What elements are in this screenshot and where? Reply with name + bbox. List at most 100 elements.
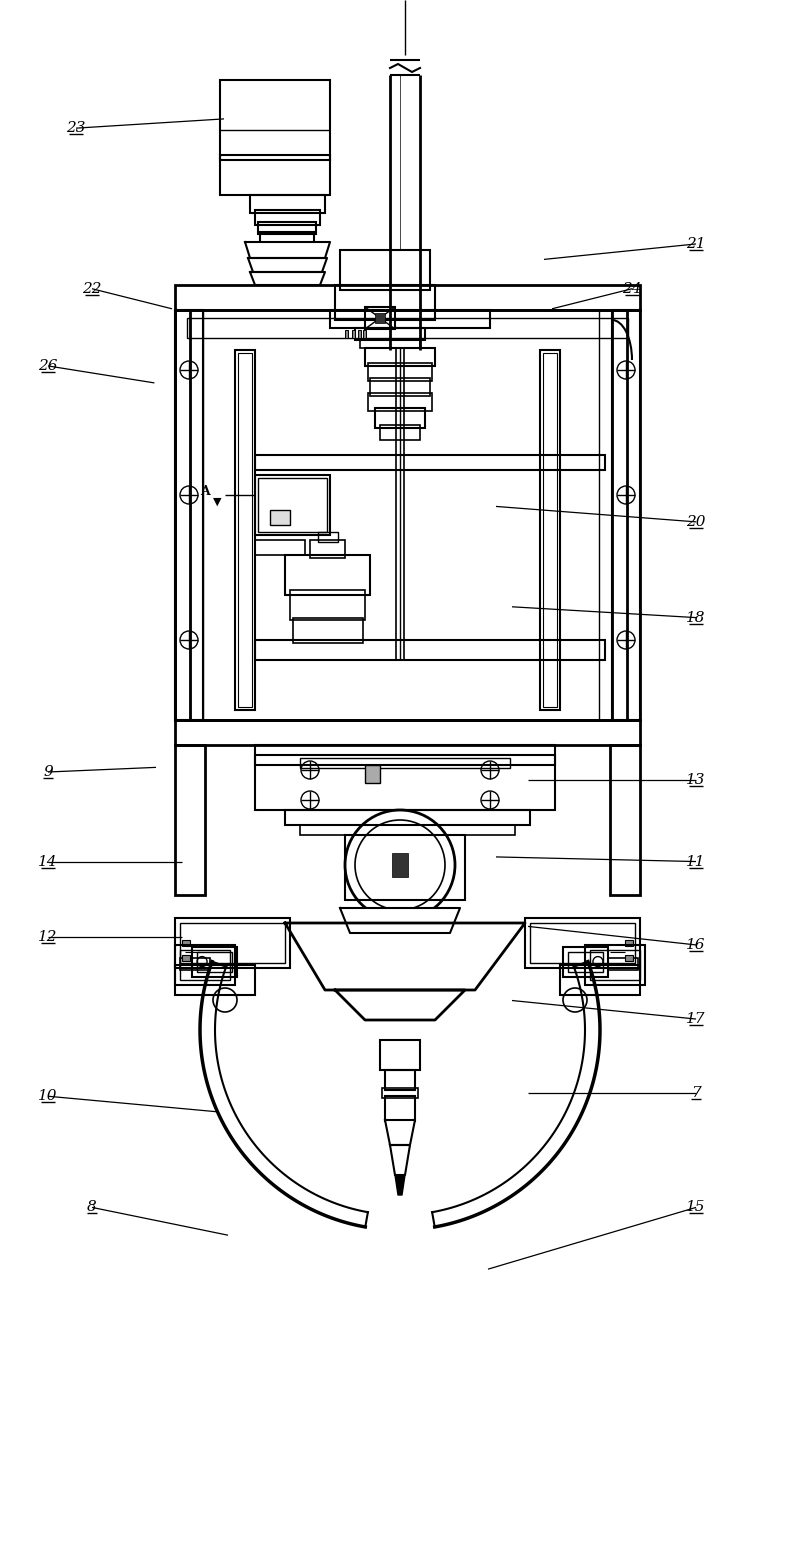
- Bar: [525, 919, 640, 968]
- Bar: [560, 965, 640, 994]
- Bar: [255, 476, 330, 536]
- Bar: [345, 330, 348, 338]
- Bar: [368, 394, 432, 411]
- Text: A: A: [200, 485, 210, 499]
- Bar: [365, 347, 435, 366]
- Bar: [175, 965, 255, 994]
- Bar: [392, 852, 408, 877]
- Bar: [255, 455, 605, 469]
- Bar: [335, 286, 435, 320]
- Bar: [220, 154, 330, 195]
- Text: 23: 23: [66, 120, 86, 136]
- Bar: [610, 746, 640, 896]
- Polygon shape: [395, 1175, 405, 1195]
- Bar: [358, 330, 361, 338]
- Bar: [175, 919, 290, 968]
- Bar: [238, 354, 252, 707]
- Bar: [192, 946, 237, 977]
- Bar: [235, 350, 255, 710]
- Bar: [175, 945, 235, 985]
- Bar: [382, 1089, 418, 1098]
- Polygon shape: [250, 272, 325, 286]
- Bar: [175, 746, 205, 896]
- Bar: [340, 250, 430, 290]
- Bar: [300, 824, 515, 835]
- Bar: [180, 950, 230, 980]
- Text: 20: 20: [686, 514, 706, 530]
- Polygon shape: [340, 908, 460, 933]
- Bar: [355, 327, 425, 340]
- Bar: [290, 590, 365, 621]
- Text: 12: 12: [38, 929, 58, 945]
- Bar: [368, 363, 432, 381]
- Bar: [612, 310, 640, 720]
- Bar: [255, 641, 605, 659]
- Bar: [175, 286, 640, 310]
- Bar: [365, 307, 395, 329]
- Text: 9: 9: [43, 764, 53, 780]
- Bar: [180, 957, 210, 970]
- Bar: [175, 720, 640, 746]
- Bar: [255, 540, 305, 554]
- Text: 13: 13: [686, 772, 706, 787]
- Bar: [182, 940, 190, 946]
- Polygon shape: [390, 1146, 410, 1175]
- Text: 8: 8: [87, 1200, 97, 1215]
- Bar: [187, 318, 628, 338]
- Text: 24: 24: [622, 281, 642, 296]
- Bar: [360, 340, 420, 347]
- Bar: [190, 310, 203, 720]
- Bar: [300, 758, 510, 767]
- Bar: [363, 330, 366, 338]
- Text: ▼: ▼: [213, 497, 222, 506]
- Bar: [258, 222, 316, 235]
- Bar: [260, 232, 314, 244]
- Text: 11: 11: [686, 854, 706, 869]
- Text: 21: 21: [686, 236, 706, 252]
- Bar: [530, 923, 635, 963]
- Bar: [563, 946, 608, 977]
- Polygon shape: [285, 923, 525, 990]
- Bar: [182, 956, 190, 960]
- Bar: [590, 950, 640, 980]
- Bar: [380, 425, 420, 440]
- Bar: [258, 479, 327, 533]
- Bar: [608, 957, 638, 970]
- Bar: [612, 310, 627, 720]
- Bar: [250, 195, 325, 213]
- Bar: [385, 1096, 415, 1121]
- Bar: [625, 956, 633, 960]
- Bar: [197, 951, 232, 971]
- Bar: [543, 354, 557, 707]
- Bar: [352, 330, 355, 338]
- Bar: [375, 408, 425, 428]
- Bar: [255, 746, 555, 764]
- Bar: [380, 1041, 420, 1070]
- Text: 17: 17: [686, 1011, 706, 1027]
- Bar: [270, 510, 290, 525]
- Bar: [175, 310, 190, 720]
- Polygon shape: [248, 258, 327, 272]
- Text: 16: 16: [686, 937, 706, 953]
- Bar: [375, 313, 385, 323]
- Bar: [285, 811, 530, 824]
- Bar: [310, 540, 345, 557]
- Polygon shape: [335, 990, 465, 1021]
- Bar: [540, 350, 560, 710]
- Bar: [180, 923, 285, 963]
- Text: 14: 14: [38, 854, 58, 869]
- Bar: [175, 310, 640, 720]
- Bar: [255, 210, 320, 225]
- Bar: [385, 1070, 415, 1090]
- Bar: [175, 310, 203, 720]
- Text: 10: 10: [38, 1089, 58, 1104]
- Bar: [365, 764, 380, 783]
- Bar: [568, 951, 603, 971]
- Bar: [345, 835, 465, 900]
- Polygon shape: [245, 242, 330, 258]
- Bar: [318, 533, 338, 542]
- Text: 15: 15: [686, 1200, 706, 1215]
- Polygon shape: [385, 1119, 415, 1146]
- Bar: [585, 945, 645, 985]
- Bar: [625, 940, 633, 946]
